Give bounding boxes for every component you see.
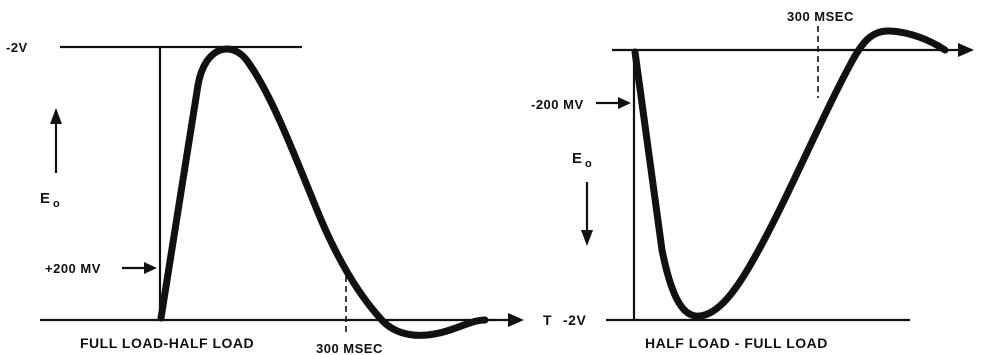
left-caption: FULL LOAD-HALF LOAD xyxy=(80,335,254,351)
right-step-label: -200 MV xyxy=(531,97,584,112)
right-response-curve xyxy=(631,27,949,320)
right-time-axis-arrowhead xyxy=(958,43,974,57)
right-300msec-label: 300 MSEC xyxy=(787,9,854,24)
left-step-label: +200 MV xyxy=(45,261,101,276)
left-time-label: T xyxy=(543,312,552,328)
right-axis-symbol: E xyxy=(572,150,583,167)
right-caption: HALF LOAD - FULL LOAD xyxy=(645,335,828,351)
left-axis-subscript: o xyxy=(53,198,60,210)
right-down-arrow-icon xyxy=(581,230,593,246)
left-top-level-label: -2V xyxy=(6,40,28,55)
left-step-pointer-arrow-icon xyxy=(144,262,157,274)
left-time-axis-arrowhead xyxy=(508,313,524,327)
left-response-curve xyxy=(157,45,489,339)
left-300msec-label: 300 MSEC xyxy=(316,341,383,355)
right-step-pointer-arrow-icon xyxy=(618,97,631,109)
left-panel: -2V +200 MV E o T 300 MSEC FULL LOAD-HAL… xyxy=(6,40,552,355)
right-panel: -200 MV E o -2V 300 MSEC HALF LOAD - FUL… xyxy=(531,9,974,351)
right-axis-subscript: o xyxy=(585,158,592,170)
left-axis-symbol: E xyxy=(40,190,51,207)
left-up-arrow-icon xyxy=(50,108,62,124)
right-bottom-level-label: -2V xyxy=(563,312,586,328)
